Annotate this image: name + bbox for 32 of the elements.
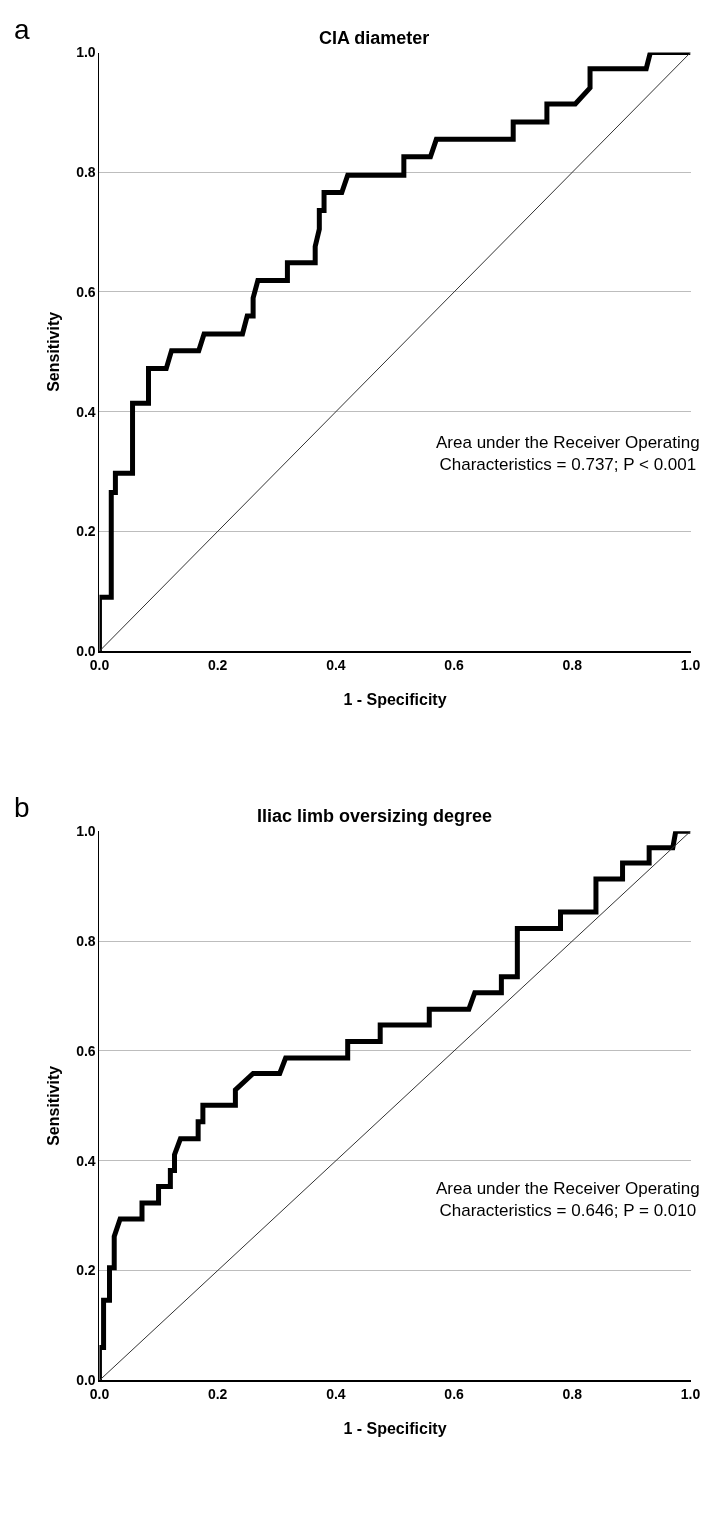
y-tick-label: 0.2 — [76, 1262, 96, 1279]
x-tick-label: 0.4 — [326, 1386, 346, 1403]
x-tick-label: 0.4 — [326, 656, 346, 673]
y-axis-title: Sensitivity — [45, 311, 63, 392]
x-tick-label: 0.8 — [562, 1386, 583, 1403]
annotation: Area under the Receiver Operating Characteristics = 0.737; P < 0.001 — [436, 433, 700, 475]
y-tick-label: 1.0 — [76, 44, 96, 61]
y-tick-label: 1.0 — [76, 823, 96, 840]
y-tick-label: 0.4 — [76, 403, 96, 420]
y-tick-label: 0.0 — [76, 1372, 96, 1389]
x-tick-label: 1.0 — [680, 1386, 701, 1403]
x-tick-label: 0.6 — [444, 1386, 465, 1403]
x-tick-label: 0.2 — [207, 656, 228, 673]
y-axis-title: Sensitivity — [45, 1065, 63, 1146]
x-tick-label: 0.2 — [207, 1386, 228, 1403]
x-tick-label: 1.0 — [680, 656, 701, 673]
y-tick-label: 0.4 — [76, 1152, 96, 1169]
x-tick-label: 0.0 — [89, 1386, 110, 1403]
text: b — [14, 792, 30, 823]
y-tick-label: 0.6 — [76, 283, 96, 300]
x-axis-title: 1 - Specificity — [343, 1420, 447, 1438]
annotation: Area under the Receiver Operating Characteristics = 0.646; P = 0.010 — [436, 1179, 700, 1221]
y-tick-label: 0.8 — [76, 164, 96, 181]
x-axis-title: 1 - Specificity — [343, 691, 447, 709]
text: a — [14, 14, 30, 45]
chart-title: Iliac limb oversizing degree — [257, 806, 493, 826]
y-tick-label: 0.8 — [76, 932, 96, 949]
x-tick-label: 0.6 — [444, 656, 465, 673]
y-tick-label: 0.2 — [76, 523, 96, 540]
y-tick-label: 0.6 — [76, 1042, 96, 1059]
x-tick-label: 0.8 — [562, 656, 583, 673]
chart-title: CIA diameter — [319, 28, 430, 48]
